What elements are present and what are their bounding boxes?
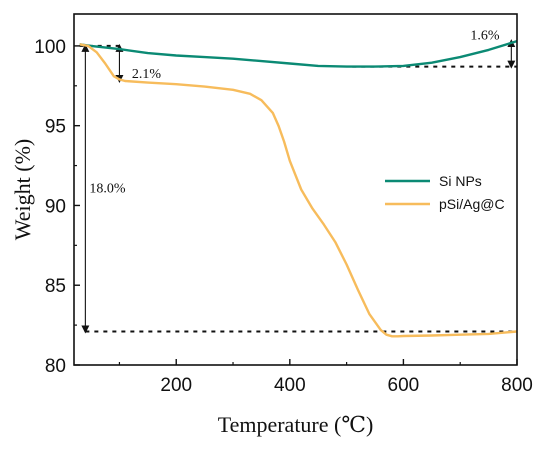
legend-label-si-nps: Si NPs <box>439 173 482 189</box>
series-line-psi-ag-c <box>79 43 518 338</box>
legend: Si NPs pSi/Ag@C <box>385 173 505 212</box>
x-tick-label: 200 <box>160 375 192 396</box>
x-tick-label: 600 <box>388 375 420 396</box>
annotation-2-1: 2.1% <box>132 67 162 82</box>
y-tick-label: 95 <box>45 117 66 138</box>
series-line-si-nps <box>79 39 518 68</box>
plot-area <box>79 39 518 338</box>
annotations: 2.1% 18.0% 1.6% <box>89 29 500 197</box>
annotation-1-6: 1.6% <box>470 29 500 44</box>
plot-frame <box>73 13 518 366</box>
y-tick-label: 90 <box>45 196 66 217</box>
legend-label-psi-ag-c: pSi/Ag@C <box>439 196 505 212</box>
y-tick-label: 80 <box>45 356 66 377</box>
x-tick-label: 400 <box>274 375 306 396</box>
annotation-18-0: 18.0% <box>89 182 126 197</box>
x-tick-label: 800 <box>501 375 533 396</box>
y-tick-label: 100 <box>34 37 66 58</box>
y-tick-label: 85 <box>45 276 66 297</box>
axes: 200 400 600 800 80 85 90 95 100 <box>34 13 533 396</box>
x-axis-title: Temperature (℃) <box>218 412 374 437</box>
y-axis-title: Weight (%) <box>10 139 35 240</box>
